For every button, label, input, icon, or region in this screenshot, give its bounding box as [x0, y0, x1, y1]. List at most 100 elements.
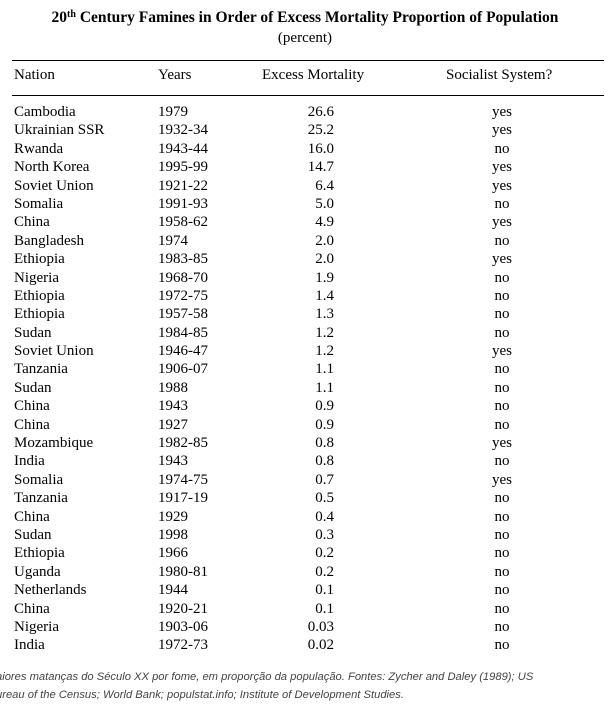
table-row: Netherlands 1944 0.1 no	[0, 581, 610, 599]
cell-excess-mortality: 1.1	[315, 361, 334, 378]
column-header-socialist-system: Socialist System?	[446, 67, 553, 83]
cell-excess-mortality: 0.03	[307, 618, 334, 635]
table-row: Cambodia 1979 26.6 yes	[0, 103, 610, 121]
cell-years: 1983-85	[158, 251, 208, 268]
cell-nation: Netherlands	[14, 582, 87, 599]
column-header-excess-mortality: Excess Mortality	[262, 67, 365, 83]
cell-excess-mortality: 0.02	[307, 637, 334, 654]
cell-nation: Ukrainian SSR	[14, 122, 105, 139]
cell-nation: Cambodia	[14, 104, 76, 120]
cell-excess-mortality: 4.9	[315, 214, 334, 231]
cell-excess-mortality: 1.1	[315, 379, 334, 396]
cell-years: 1943	[158, 398, 188, 415]
cell-nation: Ethiopia	[14, 251, 65, 268]
table-row: Tanzania 1917-19 0.5 no	[0, 489, 610, 507]
cell-nation: Soviet Union	[14, 343, 94, 360]
cell-nation: Ethiopia	[14, 306, 65, 323]
cell-socialist-system: yes	[492, 177, 512, 194]
table-row: Soviet Union 1946-47 1.2 yes	[0, 342, 610, 360]
cell-years: 1984-85	[158, 324, 208, 341]
table-row: China 1927 0.9 no	[0, 416, 610, 434]
cell-years: 1968-70	[158, 269, 208, 286]
image-caption: aiores matanças do Século XX por fome, e…	[0, 668, 608, 704]
cell-socialist-system: no	[494, 140, 510, 157]
cell-years: 1903-06	[158, 618, 208, 635]
table-row: China 1943 0.9 no	[0, 397, 610, 415]
table-row: Ukrainian SSR 1932-34 25.2 yes	[0, 121, 610, 139]
cell-nation: Tanzania	[14, 490, 68, 507]
cell-excess-mortality: 0.4	[315, 508, 334, 525]
cell-excess-mortality: 0.2	[315, 563, 334, 580]
cell-excess-mortality: 6.4	[315, 177, 334, 194]
cell-socialist-system: no	[494, 618, 510, 635]
cell-nation: Ethiopia	[14, 287, 65, 304]
cell-years: 1966	[158, 545, 188, 562]
header-rule	[12, 95, 604, 96]
cell-socialist-system: no	[494, 287, 510, 304]
cell-socialist-system: no	[494, 545, 510, 562]
cell-socialist-system: no	[494, 361, 510, 378]
cell-socialist-system: no	[494, 306, 510, 323]
cell-excess-mortality: 2.0	[315, 232, 334, 249]
cell-excess-mortality: 0.5	[315, 490, 334, 507]
cell-nation: Tanzania	[14, 361, 68, 378]
cell-nation: China	[14, 398, 50, 415]
column-header-years: Years	[158, 67, 192, 83]
cell-socialist-system: no	[494, 453, 510, 470]
cell-excess-mortality: 5.0	[315, 195, 334, 212]
cell-socialist-system: no	[494, 324, 510, 341]
cell-years: 1995-99	[158, 159, 208, 176]
cell-nation: China	[14, 214, 50, 231]
table-row: Sudan 1998 0.3 no	[0, 526, 610, 544]
cell-excess-mortality: 25.2	[307, 122, 334, 139]
cell-socialist-system: no	[494, 269, 510, 286]
cell-excess-mortality: 26.6	[307, 104, 334, 120]
title-suffix: Century Famines in Order of Excess Morta…	[75, 9, 559, 26]
cell-years: 1957-58	[158, 306, 208, 323]
cell-years: 1920-21	[158, 600, 208, 617]
cell-nation: North Korea	[14, 159, 90, 176]
cell-socialist-system: no	[494, 379, 510, 396]
cell-excess-mortality: 1.2	[315, 324, 334, 341]
cell-nation: Mozambique	[14, 435, 94, 452]
cell-excess-mortality: 0.1	[315, 582, 334, 599]
cell-socialist-system: no	[494, 508, 510, 525]
cell-years: 1979	[158, 104, 188, 120]
cell-excess-mortality: 0.8	[315, 435, 334, 452]
cell-nation: Bangladesh	[14, 232, 84, 249]
table-body: Cambodia 1979 26.6 yes Ukrainian SSR 1932-34 2…	[0, 103, 610, 655]
cell-years: 1974-75	[158, 471, 208, 488]
table-row: Ethiopia 1983-85 2.0 yes	[0, 250, 610, 268]
table-row: India 1972-73 0.02 no	[0, 636, 610, 654]
cell-socialist-system: yes	[492, 214, 512, 231]
cell-years: 1988	[158, 379, 188, 396]
cell-excess-mortality: 2.0	[315, 251, 334, 268]
cell-years: 1982-85	[158, 435, 208, 452]
cell-socialist-system: no	[494, 232, 510, 249]
cell-years: 1921-22	[158, 177, 208, 194]
cell-nation: Sudan	[14, 324, 52, 341]
cell-socialist-system: yes	[492, 104, 512, 120]
cell-years: 1972-73	[158, 637, 208, 654]
table-row: Somalia 1991-93 5.0 no	[0, 195, 610, 213]
top-rule	[12, 60, 604, 61]
table-row: Rwanda 1943-44 16.0 no	[0, 140, 610, 158]
cell-nation: Soviet Union	[14, 177, 94, 194]
table-subtitle: (percent)	[277, 30, 333, 46]
table-row: Ethiopia 1957-58 1.3 no	[0, 305, 610, 323]
cell-socialist-system: yes	[492, 435, 512, 452]
table-row: India 1943 0.8 no	[0, 452, 610, 470]
cell-nation: Somalia	[14, 195, 64, 212]
cell-socialist-system: no	[494, 526, 510, 543]
cell-excess-mortality: 0.7	[315, 471, 334, 488]
cell-excess-mortality: 14.7	[307, 159, 334, 176]
cell-nation: Nigeria	[14, 269, 59, 286]
cell-excess-mortality: 1.9	[315, 269, 334, 286]
cell-socialist-system: no	[494, 600, 510, 617]
cell-years: 1974	[158, 232, 188, 249]
cell-nation: Sudan	[14, 526, 52, 543]
cell-nation: Nigeria	[14, 618, 59, 635]
cell-excess-mortality: 0.8	[315, 453, 334, 470]
caption-line-1: aiores matanças do Século XX por fome, e…	[0, 671, 534, 683]
cell-years: 1980-81	[158, 563, 208, 580]
